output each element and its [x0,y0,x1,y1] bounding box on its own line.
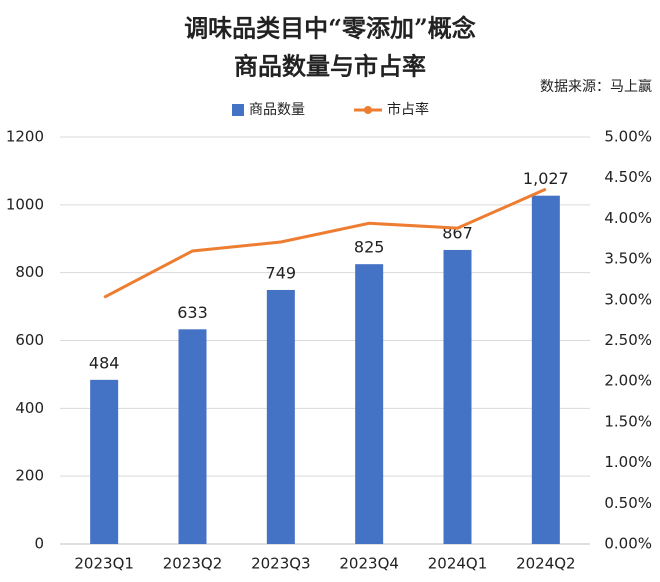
x-tick-label: 2023Q1 [74,555,134,573]
line [103,187,547,299]
x-tick-label: 2023Q2 [163,555,223,573]
x-tick-label: 2024Q2 [516,555,576,573]
chart-title: 商品数量与市占率 [234,52,426,81]
bar [266,289,295,544]
y2-tick-label: 5.00% [604,128,652,146]
x-tick-label: 2023Q3 [251,555,311,573]
bar [531,195,560,544]
y2-tick-label: 0.50% [604,494,652,512]
y-tick-label: 600 [15,331,44,349]
y2-tick-label: 0.00% [604,535,652,553]
y-tick-label: 0 [34,535,44,553]
x-tick-label: 2023Q4 [339,555,399,573]
y2-tick-label: 3.00% [604,290,652,308]
y-tick-label: 200 [15,467,44,485]
data-label: 1,027 [523,169,569,188]
y2-tick-label: 2.50% [604,331,652,349]
y2-tick-label: 4.50% [604,168,652,186]
legend-swatch [364,106,372,114]
y-tick-label: 400 [15,399,44,417]
data-label: 484 [89,353,120,372]
bar [178,329,207,544]
y2-tick-label: 1.50% [604,412,652,430]
chart-title: 调味品类目中“零添加”概念 [184,14,476,43]
y2-tick-label: 2.00% [604,372,652,390]
bar [355,264,384,544]
legend-label: 市占率 [387,101,429,118]
y2-tick-label: 1.00% [604,453,652,471]
y-tick-label: 1200 [6,128,44,146]
data-label: 749 [266,263,297,282]
data-label: 633 [177,303,208,322]
y-tick-label: 1000 [6,195,44,213]
legend-label: 商品数量 [249,102,305,118]
bar [443,249,472,544]
y2-tick-label: 3.50% [604,250,652,268]
x-tick-label: 2024Q1 [428,555,488,573]
y2-tick-label: 4.00% [604,209,652,227]
source-note: 数据来源：马上赢 [540,78,652,95]
data-label: 825 [354,238,385,257]
legend-swatch [232,104,244,116]
y-tick-label: 800 [15,263,44,281]
bar [90,379,119,544]
